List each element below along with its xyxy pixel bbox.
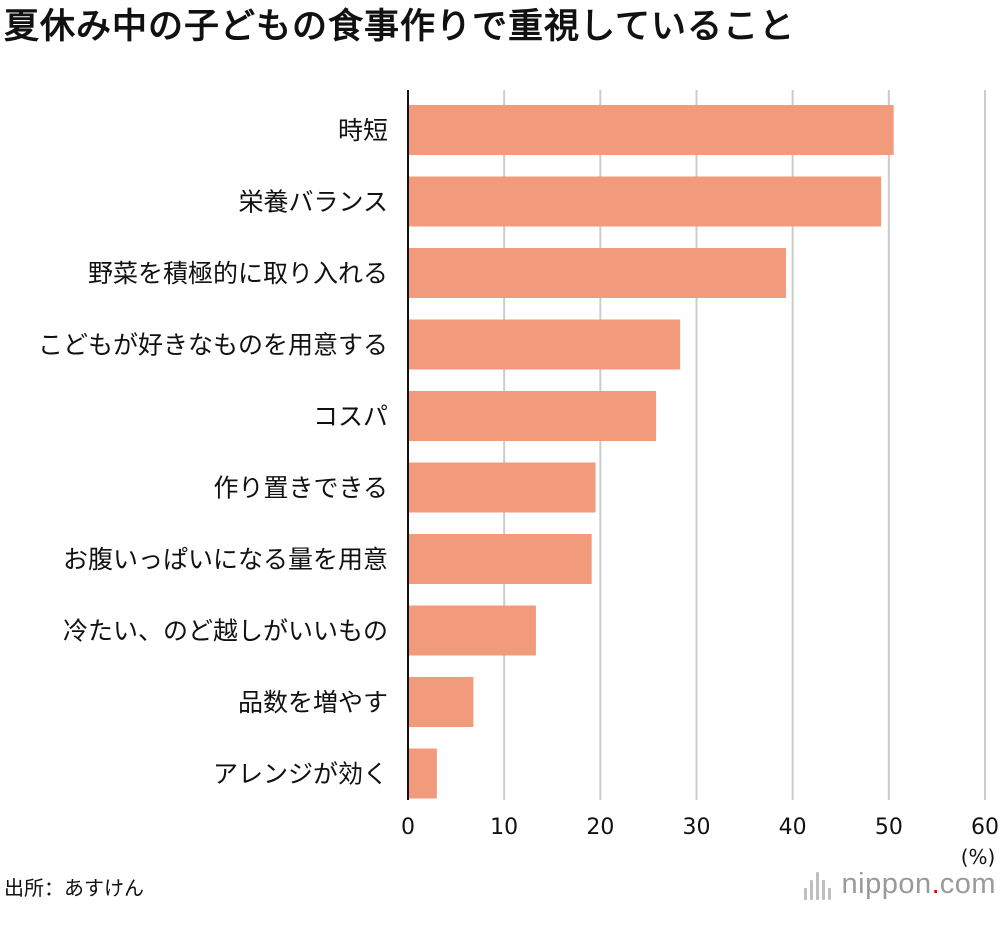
category-label: 時短 [338,116,388,145]
category-label: コスパ [313,402,388,431]
logo-dot: . [931,868,940,900]
category-label: 品数を増やす [238,688,388,717]
x-tick-label: 10 [490,815,518,840]
nippon-logo: nippon. com [803,868,996,901]
category-label: 野菜を積極的に取り入れる [88,259,388,288]
bar [408,248,786,298]
x-tick-label: 30 [683,815,711,840]
bar [408,605,536,656]
logo-tld: com [939,868,996,900]
category-label: アレンジが効く [213,760,388,789]
bar [408,677,474,727]
category-label: 栄養バランス [238,188,388,217]
source-note: 出所：あすけん [4,876,144,900]
x-tick-label: 40 [779,815,807,840]
x-tick-label: 50 [875,815,903,840]
x-tick-label: 60 [971,815,999,840]
chart-title: 夏休み中の子どもの食事作りで重視していること [4,7,795,47]
bar [408,105,894,155]
logo-bars-icon [803,870,834,900]
bar [408,391,657,441]
category-label: こどもが好きなものを用意する [38,331,388,360]
category-label: 冷たい、のど越しがいいもの [63,617,388,646]
bar [408,462,596,513]
x-unit-label: (%) [961,845,996,869]
bar [408,176,882,227]
category-label: 作り置きできる [213,474,388,503]
logo-name: nippon [841,868,932,900]
x-tick-label: 0 [401,815,415,840]
x-tick-label: 20 [586,815,614,840]
bar [408,534,592,584]
category-label: お腹いっぱいになる量を用意 [63,545,388,574]
bar [408,748,437,799]
bar [408,319,681,370]
